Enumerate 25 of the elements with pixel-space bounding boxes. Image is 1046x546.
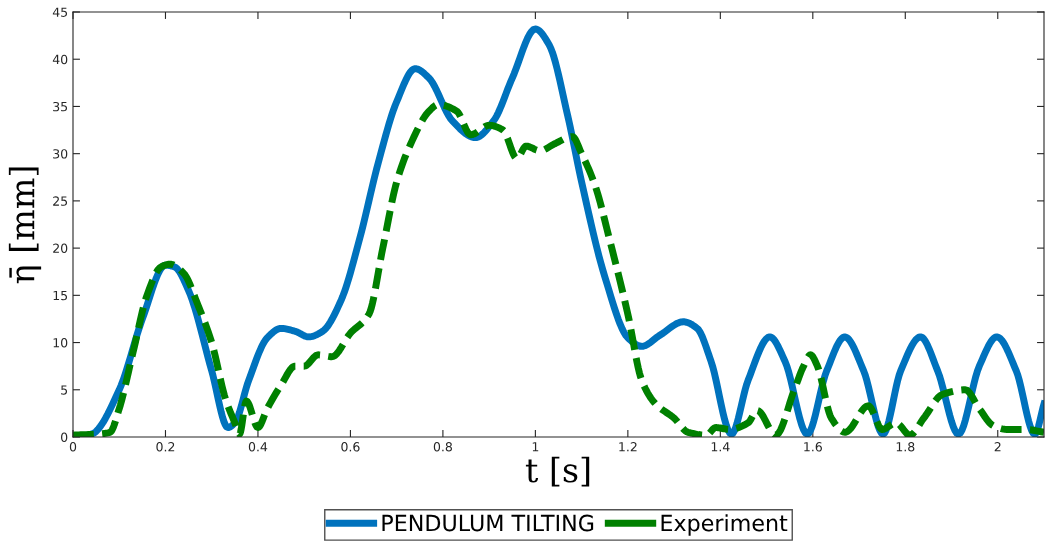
x-tick-label: 1.2 [619, 442, 637, 452]
x-tick-label: 0.4 [248, 442, 268, 452]
x-tick-label: 0.2 [156, 442, 175, 452]
x-tick-label: 1.8 [896, 442, 915, 452]
x-tick-label: 0 [69, 442, 77, 452]
legend-label: PENDULUM TILTING [382, 514, 594, 532]
y-tick-label: 45 [52, 7, 68, 17]
x-tick-label: 0.8 [433, 442, 452, 452]
x-tick-label: 1 [532, 442, 539, 452]
y-tick-label: 0 [61, 432, 68, 442]
y-tick-label: 5 [61, 385, 68, 395]
y-tick-label: 10 [53, 338, 68, 348]
x-tick-label: 1.6 [804, 442, 822, 452]
y-tick-label: 15 [53, 290, 68, 301]
x-tick-label: 2 [994, 442, 1001, 452]
x-tick-label: 1.4 [711, 442, 730, 452]
y-tick-label: 35 [53, 101, 68, 112]
y-axis-title: η̄ [mm] [8, 167, 42, 284]
x-axis-title: t [s] [525, 456, 590, 487]
x-tick-label: 0.6 [341, 442, 360, 452]
y-tick-label: 40 [52, 54, 68, 65]
legend-label: Experiment [661, 514, 788, 536]
y-tick-label: 30 [53, 149, 68, 159]
y-tick-label: 20 [53, 243, 68, 254]
y-tick-label: 25 [53, 196, 68, 206]
